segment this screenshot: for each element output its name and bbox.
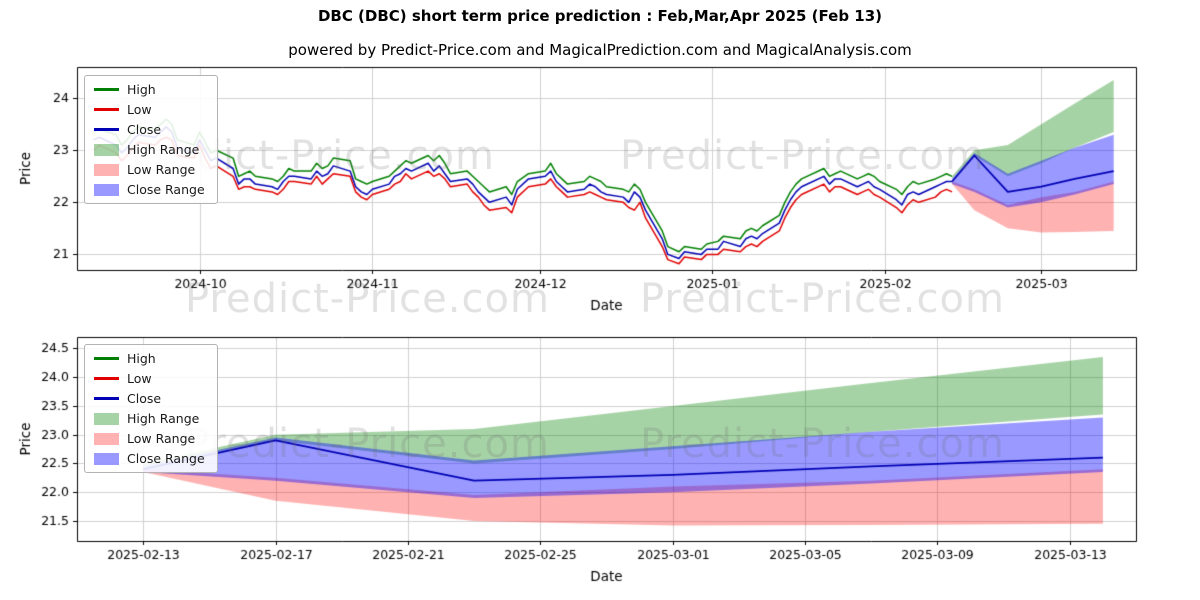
legend-label-close-range: Close Range [127, 182, 205, 197]
legend-item-low-range: Low Range [94, 431, 205, 446]
legend-label-high: High [127, 351, 156, 366]
legend-label-low: Low [127, 371, 152, 386]
legend-item-high: High [94, 82, 205, 97]
legend-label-high-range: High Range [127, 142, 200, 157]
close-line-swatch [94, 397, 119, 400]
high-line-swatch [94, 88, 119, 91]
legend-item-high-range: High Range [94, 142, 205, 157]
page-subtitle: powered by Predict-Price.com and Magical… [288, 41, 912, 59]
legend-label-close: Close [127, 122, 162, 137]
top-chart-legend: High Low Close High Range Low Range Clos… [84, 75, 218, 204]
legend-label-close: Close [127, 391, 162, 406]
high-range-swatch [94, 143, 119, 156]
bottom-chart-legend: High Low Close High Range Low Range Clos… [84, 344, 218, 473]
legend-item-close: Close [94, 391, 205, 406]
high-range-swatch [94, 412, 119, 425]
legend-item-low-range: Low Range [94, 162, 205, 177]
legend-item-high-range: High Range [94, 411, 205, 426]
legend-item-low: Low [94, 371, 205, 386]
legend-label-high-range: High Range [127, 411, 200, 426]
low-range-swatch [94, 163, 119, 176]
close-range-swatch [94, 452, 119, 465]
legend-label-low: Low [127, 102, 152, 117]
legend-item-high: High [94, 351, 205, 366]
high-line-swatch [94, 357, 119, 360]
legend-label-high: High [127, 82, 156, 97]
low-line-swatch [94, 377, 119, 380]
low-range-swatch [94, 432, 119, 445]
low-line-swatch [94, 108, 119, 111]
legend-label-close-range: Close Range [127, 451, 205, 466]
legend-item-close-range: Close Range [94, 451, 205, 466]
close-range-swatch [94, 183, 119, 196]
legend-item-low: Low [94, 102, 205, 117]
page-title: DBC (DBC) short term price prediction : … [317, 7, 883, 25]
close-line-swatch [94, 128, 119, 131]
legend-label-low-range: Low Range [127, 162, 196, 177]
legend-item-close: Close [94, 122, 205, 137]
legend-item-close-range: Close Range [94, 182, 205, 197]
legend-label-low-range: Low Range [127, 431, 196, 446]
